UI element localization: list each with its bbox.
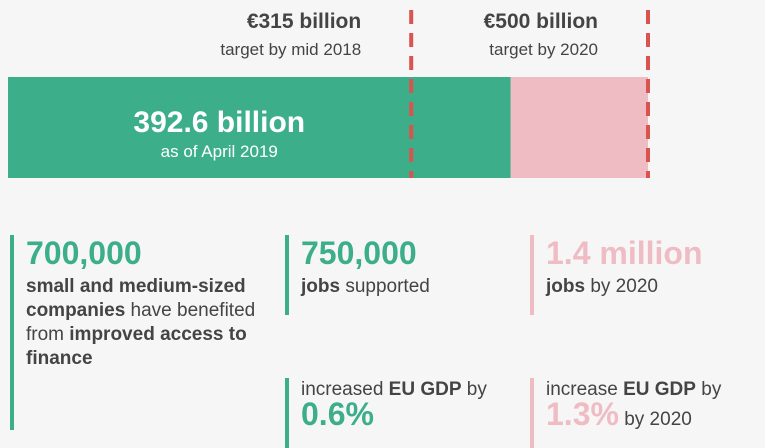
stat-text: increase EU GDP by 1.3% by 2020 (546, 378, 765, 432)
stat-text-part: EU GDP (623, 379, 696, 400)
stat-text: jobs supported (301, 275, 505, 299)
stat-figure: 0.6% (301, 396, 374, 432)
target-label: €315 billion (247, 10, 361, 33)
stat-headline: 1.4 million (546, 235, 703, 271)
stat-figure: 1.3% (546, 396, 619, 432)
stat-text-part: by 2020 (618, 409, 692, 430)
stat: 1.4 million jobs by 2020 (530, 235, 760, 315)
stat-text-part: improved access to finance (26, 324, 247, 369)
bar-progress (8, 77, 511, 178)
stat-text-part: supported (340, 276, 430, 297)
stat-text-part: small and medium-sized companies (26, 276, 246, 321)
stat-text-part: increased (301, 379, 389, 400)
stat-text-part: have benefited from (26, 300, 256, 345)
value-note: as of April 2019 (161, 142, 278, 161)
stat: 750,000 jobs supported (285, 235, 505, 315)
stat-text-part: jobs (301, 276, 341, 297)
stat-text-part: EU GDP (388, 379, 462, 400)
stat-text: small and medium-sized companies have be… (26, 275, 260, 371)
progress-chart: 392.6 billion as of April 2019 €315 billio… (8, 10, 650, 178)
stat: increased EU GDP by 0.6% (285, 378, 500, 448)
target-note: target by mid 2018 (220, 40, 361, 59)
stat-text-part: by 2020 (585, 276, 658, 297)
value-label: 392.6 billion (133, 106, 305, 139)
stat-text-part: by (461, 379, 487, 400)
stat-text: increased EU GDP by 0.6% (301, 378, 500, 432)
stat-headline: 750,000 (301, 235, 417, 271)
stat-text-part: increase (546, 379, 624, 400)
stat-headline: 700,000 (26, 235, 142, 271)
stat: 700,000 small and medium-sized companies … (10, 235, 260, 430)
target-label: €500 billion (484, 10, 598, 33)
stat-text-part: by (695, 379, 722, 400)
target-note: target by 2020 (489, 40, 598, 59)
stat: increase EU GDP by 1.3% by 2020 (530, 378, 765, 448)
stat-text: jobs by 2020 (546, 275, 760, 299)
stat-text-part: jobs (546, 276, 586, 297)
